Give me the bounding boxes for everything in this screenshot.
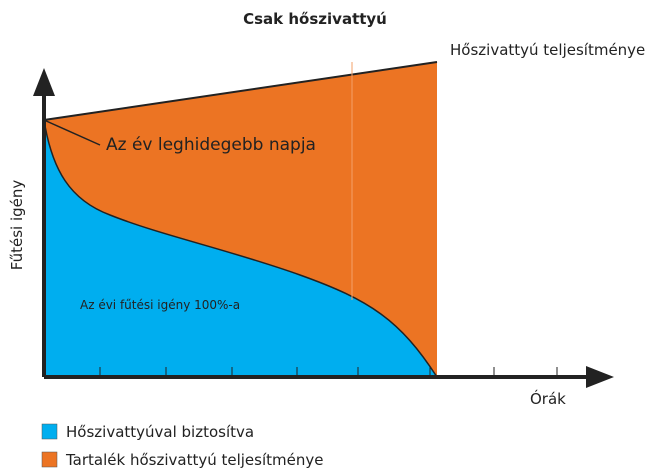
ticks	[99, 367, 558, 377]
heat-pump-area	[44, 120, 437, 377]
legend: Hőszivattyúval biztosítva Tartalék hősziv…	[41, 423, 323, 469]
capacity-label: Hőszivattyú teljesítménye	[450, 41, 645, 59]
legend-swatch	[41, 451, 58, 468]
y-arrow	[33, 68, 55, 96]
x-axis-label: Órák	[530, 389, 566, 408]
coldest-day-label: Az év leghidegebb napja	[106, 135, 316, 155]
legend-label: Tartalék hőszivattyú teljesítménye	[65, 451, 323, 469]
y-axis-label: Fűtési igény	[8, 180, 26, 271]
annual-label: Az évi fűtési igény 100%-a	[80, 298, 240, 312]
demand-curve	[43, 119, 438, 378]
capacity-line	[43, 61, 438, 121]
title: Csak hőszivattyú	[243, 10, 387, 28]
callout-line	[43, 119, 101, 146]
legend-label: Hőszivattyúval biztosítva	[66, 423, 254, 441]
x-arrow	[586, 366, 614, 388]
legend-swatch	[41, 423, 58, 440]
